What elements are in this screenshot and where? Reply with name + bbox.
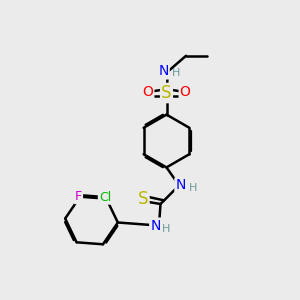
Text: S: S xyxy=(138,190,148,208)
Text: N: N xyxy=(176,178,186,192)
Text: F: F xyxy=(75,190,82,203)
Text: N: N xyxy=(150,219,161,232)
Text: H: H xyxy=(189,183,197,193)
Text: Cl: Cl xyxy=(99,191,111,204)
Text: S: S xyxy=(161,84,172,102)
Text: N: N xyxy=(158,64,169,78)
Text: H: H xyxy=(172,68,180,78)
Text: O: O xyxy=(142,85,153,98)
Text: O: O xyxy=(180,85,190,98)
Text: H: H xyxy=(162,224,170,234)
